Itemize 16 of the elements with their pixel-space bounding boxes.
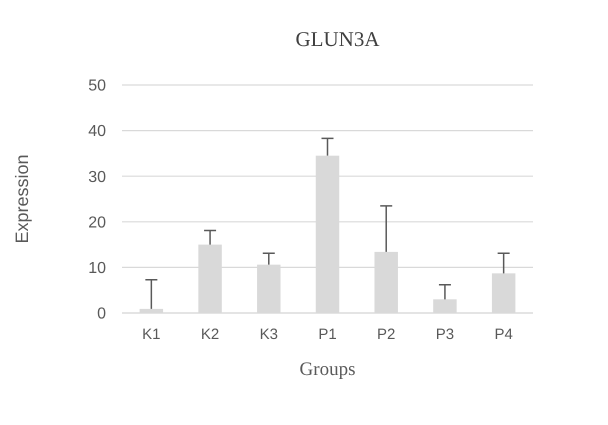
x-tick-label: K3: [260, 326, 278, 343]
y-tick-label: 50: [88, 78, 106, 95]
x-tick-label: P3: [436, 326, 454, 343]
x-tick-label: P1: [318, 326, 337, 343]
chart-title: GLUN3A: [296, 27, 380, 51]
y-tick-label: 0: [97, 306, 106, 323]
y-tick-label: 20: [88, 214, 106, 232]
y-tick-label: 40: [88, 123, 106, 140]
y-axis-title: Expression: [12, 154, 32, 244]
x-axis-title: Groups: [300, 359, 356, 380]
y-tick-label: 30: [88, 168, 106, 186]
x-tick-label: P2: [377, 326, 396, 343]
y-tick-label: 10: [88, 260, 106, 277]
x-tick-label: P4: [494, 326, 513, 343]
x-tick-label: K1: [142, 326, 161, 343]
x-tick-label: K2: [200, 326, 220, 343]
